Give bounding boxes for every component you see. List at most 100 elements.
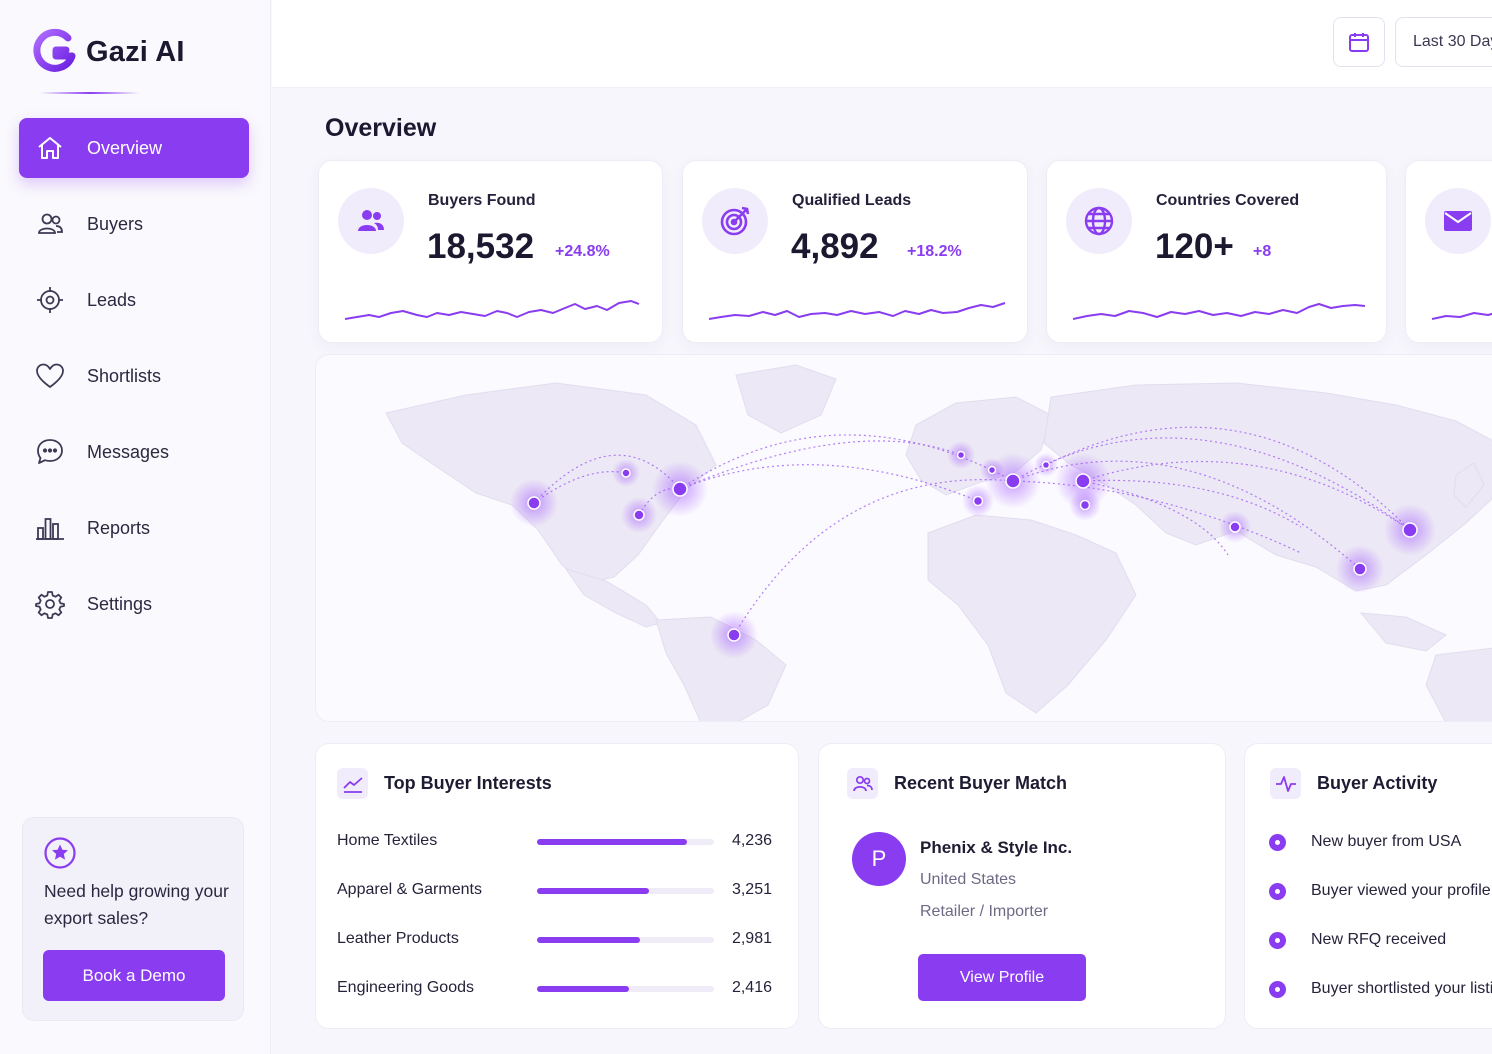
sidebar-item-shortlists[interactable]: Shortlists xyxy=(19,346,249,406)
interest-name: Home Textiles xyxy=(337,832,438,849)
card-title: Top Buyer Interests xyxy=(384,773,552,793)
interest-bar-fill xyxy=(537,986,630,992)
stat-label: Buyers Found xyxy=(428,192,536,209)
sidebar-item-label: Shortlists xyxy=(87,365,162,386)
buyer-world-map[interactable] xyxy=(315,354,1492,722)
globe-icon xyxy=(1066,188,1132,254)
interest-value: 2,416 xyxy=(731,979,772,996)
sidebar-item-label: Buyers xyxy=(87,213,144,234)
sidebar-item-overview[interactable]: Overview xyxy=(19,118,249,178)
sidebar-item-settings[interactable]: Settings xyxy=(19,574,249,634)
app-name: Gazi AI xyxy=(86,35,185,68)
buyer-name: Phenix & Style Inc. xyxy=(920,838,1073,857)
calendar-icon xyxy=(1349,33,1369,52)
sidebar-item-label: Overview xyxy=(87,137,163,158)
star-circle-icon xyxy=(43,836,77,875)
top-bar: Last 30 Days xyxy=(272,0,1492,88)
interest-value: 2,981 xyxy=(731,930,772,947)
stat-card-countries-covered[interactable]: Countries Covered 120+ +8 xyxy=(1046,160,1387,343)
date-range-select[interactable]: Last 30 Days xyxy=(1395,17,1492,67)
sidebar-item-buyers[interactable]: Buyers xyxy=(19,194,249,254)
activity-item[interactable]: New RFQ received xyxy=(1269,928,1446,952)
sparkline xyxy=(1073,303,1366,320)
stat-label: Countries Covered xyxy=(1156,192,1300,209)
stat-card-messages[interactable] xyxy=(1405,160,1492,343)
interest-row[interactable]: Home Textiles 4,236 xyxy=(337,830,772,854)
activity-text: New buyer from USA xyxy=(1311,833,1462,850)
page-title: Overview xyxy=(325,114,437,142)
sidebar-item-messages[interactable]: Messages xyxy=(19,422,249,482)
stat-label: Qualified Leads xyxy=(792,192,912,209)
recent-buyer-match-card: Recent Buyer Match P Phenix & Style Inc.… xyxy=(818,743,1226,1029)
sidebar-item-label: Leads xyxy=(87,289,137,310)
buyer-country: United States xyxy=(920,871,1017,888)
heart-icon xyxy=(35,361,65,391)
gazi-logo-icon xyxy=(33,28,76,72)
calendar-button[interactable] xyxy=(1333,17,1385,67)
interest-bar-fill xyxy=(537,937,640,943)
crosshair-icon xyxy=(35,285,65,315)
sidebar-item-reports[interactable]: Reports xyxy=(19,498,249,558)
buyer-type: Retailer / Importer xyxy=(920,903,1049,920)
activity-text: New RFQ received xyxy=(1311,931,1447,948)
help-card: Need help growing your export sales? Boo… xyxy=(22,817,244,1021)
activity-item[interactable]: Buyer shortlisted your listing xyxy=(1269,977,1492,1001)
stat-card-buyers-found[interactable]: Buyers Found 18,532 +24.8% xyxy=(318,160,663,343)
users-icon xyxy=(338,188,404,254)
stat-delta: +24.8% xyxy=(555,243,610,260)
chat-icon xyxy=(35,437,65,467)
avatar: P xyxy=(852,832,906,886)
top-buyer-interests-card: Top Buyer Interests Home Textiles 4,236 … xyxy=(315,743,799,1029)
interest-name: Apparel & Garments xyxy=(337,881,482,898)
stat-value: 120+ xyxy=(1155,227,1234,266)
stat-value: 18,532 xyxy=(427,227,535,266)
sparkline xyxy=(345,300,640,320)
mail-icon xyxy=(1425,188,1491,254)
stat-card-qualified-leads[interactable]: Qualified Leads 4,892 +18.2% xyxy=(682,160,1028,343)
world-map-graphic xyxy=(385,364,1492,721)
activity-dot-icon xyxy=(1269,882,1286,900)
activity-item[interactable]: Buyer viewed your profile xyxy=(1269,879,1491,903)
card-title: Recent Buyer Match xyxy=(894,773,1068,793)
bar-chart-icon xyxy=(35,513,65,543)
interest-row[interactable]: Engineering Goods 2,416 xyxy=(337,977,772,1001)
interest-row[interactable]: Apparel & Garments 3,251 xyxy=(337,879,772,903)
buyer-activity-card: Buyer Activity New buyer from USA Buyer … xyxy=(1244,743,1492,1029)
activity-dot-icon xyxy=(1269,980,1286,998)
interest-bar-track xyxy=(537,937,714,943)
view-profile-button[interactable]: View Profile xyxy=(918,954,1086,1001)
home-icon xyxy=(35,133,65,163)
stat-delta: +18.2% xyxy=(907,243,962,260)
sidebar-item-leads[interactable]: Leads xyxy=(19,270,249,330)
pulse-icon xyxy=(1270,768,1301,799)
book-demo-button[interactable]: Book a Demo xyxy=(43,950,225,1001)
sidebar-item-label: Settings xyxy=(87,593,153,614)
logo-divider xyxy=(40,92,140,94)
interest-bar-track xyxy=(537,986,714,992)
sparkline xyxy=(1432,312,1492,320)
sidebar: Gazi AI Overview Buyers Leads Shortlist xyxy=(0,0,271,1054)
sidebar-item-label: Messages xyxy=(87,441,170,462)
activity-dot-icon xyxy=(1269,931,1286,949)
target-icon xyxy=(702,188,768,254)
app-logo[interactable]: Gazi AI xyxy=(32,28,185,76)
interest-bar-fill xyxy=(537,839,688,845)
help-text: Need help growing your export sales? xyxy=(44,881,229,928)
interest-value: 4,236 xyxy=(731,832,772,849)
activity-item[interactable]: New buyer from USA xyxy=(1269,830,1461,854)
users-icon xyxy=(35,209,65,239)
stat-value: 4,892 xyxy=(791,227,879,266)
interest-name: Leather Products xyxy=(337,930,459,947)
trend-chart-icon xyxy=(337,768,368,799)
gear-icon xyxy=(35,589,65,619)
interest-value: 3,251 xyxy=(731,881,772,898)
sidebar-item-label: Reports xyxy=(87,517,151,538)
activity-dot-icon xyxy=(1269,833,1286,851)
users-icon xyxy=(847,768,878,799)
card-title: Buyer Activity xyxy=(1317,773,1438,793)
interest-row[interactable]: Leather Products 2,981 xyxy=(337,928,772,952)
activity-text: Buyer shortlisted your listing xyxy=(1311,980,1492,997)
interest-bar-fill xyxy=(537,888,649,894)
stat-delta: +8 xyxy=(1253,243,1272,260)
sparkline xyxy=(709,302,1006,320)
